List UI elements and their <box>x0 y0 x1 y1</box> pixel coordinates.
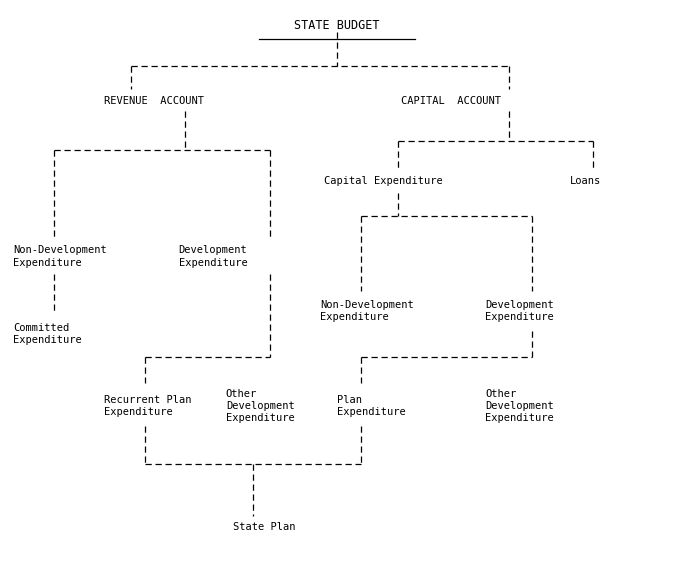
Text: Non-Development
Expenditure: Non-Development Expenditure <box>320 300 414 322</box>
Text: Recurrent Plan
Expenditure: Recurrent Plan Expenditure <box>104 395 192 417</box>
Text: Non-Development
Expenditure: Non-Development Expenditure <box>13 245 107 267</box>
Text: Committed
Expenditure: Committed Expenditure <box>13 323 82 345</box>
Text: State Plan: State Plan <box>233 522 295 532</box>
Text: Capital Expenditure: Capital Expenditure <box>324 176 442 187</box>
Text: STATE BUDGET: STATE BUDGET <box>295 20 379 32</box>
Text: REVENUE  ACCOUNT: REVENUE ACCOUNT <box>104 96 204 106</box>
Text: Development
Expenditure: Development Expenditure <box>485 300 554 322</box>
Text: Other
Development
Expenditure: Other Development Expenditure <box>485 389 554 423</box>
Text: CAPITAL  ACCOUNT: CAPITAL ACCOUNT <box>401 96 501 106</box>
Text: Loans: Loans <box>570 176 601 187</box>
Text: Development
Expenditure: Development Expenditure <box>179 245 247 267</box>
Text: Plan
Expenditure: Plan Expenditure <box>337 395 406 417</box>
Text: Other
Development
Expenditure: Other Development Expenditure <box>226 389 295 423</box>
